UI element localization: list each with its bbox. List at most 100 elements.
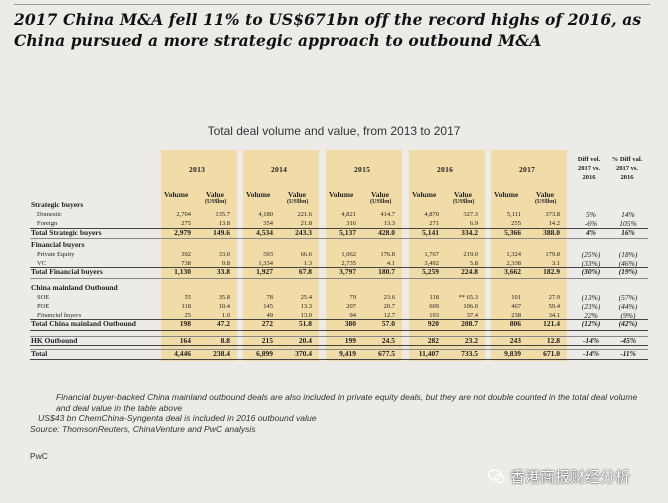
volume-cell: 55: [184, 294, 192, 301]
volume-cell: 392: [181, 251, 191, 258]
value-cell: 373.8: [545, 211, 560, 218]
volume-cell: 5,259: [422, 267, 439, 276]
volume-cell: 4,180: [258, 211, 273, 218]
value-cell: 3.1: [551, 260, 560, 267]
row-label: POE: [37, 303, 50, 310]
volume-cell: 215: [261, 336, 273, 345]
row-label: HK Outbound: [31, 336, 78, 345]
volume-cell: 5,137: [339, 228, 356, 237]
value-cell: 370.4: [295, 349, 312, 358]
row-label: Private Equity: [37, 251, 75, 258]
value-cell: ** 65.3: [458, 294, 479, 301]
diff-value-cell: (57%): [618, 293, 638, 302]
volume-cell: 467: [511, 303, 521, 310]
diff-volume-cell: (23%): [581, 302, 601, 311]
value-cell: 12.8: [546, 336, 560, 345]
value-cell: 238.4: [213, 349, 230, 358]
diff-value-cell: (19%): [618, 267, 638, 276]
volume-header: Volume: [246, 190, 271, 199]
diff-value-cell: (18%): [618, 250, 638, 259]
footnotes: Financial buyer-backed China mainland ou…: [30, 392, 640, 434]
watermark-text: 香港商报财经分析: [510, 468, 631, 486]
row-label: SOE: [37, 294, 50, 301]
diff-value-cell: (9%): [620, 311, 636, 320]
volume-cell: 3,492: [424, 260, 439, 267]
volume-cell: 5,111: [506, 211, 521, 218]
diff-volume-cell: -14%: [582, 349, 600, 358]
volume-cell: 5,366: [504, 228, 521, 237]
volume-cell: 9,839: [504, 349, 521, 358]
diff-value-cell: -45%: [619, 336, 637, 345]
volume-cell: 5,141: [422, 228, 439, 237]
value-cell: 243.3: [295, 228, 312, 237]
year-band-2013: [161, 150, 237, 361]
value-cell: 59.4: [548, 303, 560, 310]
footnote-source: Source: ThomsonReuters, ChinaVenture and…: [30, 423, 256, 434]
table-rule: [30, 359, 648, 360]
volume-cell: 243: [509, 336, 521, 345]
year-band-2015: [326, 150, 402, 361]
volume-cell: 4,870: [424, 211, 439, 218]
value-cell: 20.4: [298, 336, 312, 345]
row-label: Strategic buyers: [31, 200, 84, 209]
year-band-2016: [409, 150, 485, 361]
volume-cell: 4,821: [341, 211, 356, 218]
volume-cell: 738: [181, 260, 191, 267]
value-cell: 180.7: [378, 267, 395, 276]
table-rule: [30, 345, 648, 346]
diff-volume-cell: (33%): [581, 259, 601, 268]
diff-value-cell: 16%: [621, 228, 635, 237]
value-cell: 135.7: [215, 211, 230, 218]
volume-cell: 4,446: [174, 349, 191, 358]
value-cell: 33.0: [218, 251, 230, 258]
row-label: Financial buyers: [31, 240, 85, 249]
table-rule: [30, 228, 648, 229]
volume-cell: 1,130: [174, 267, 191, 276]
value-cell: 23.6: [383, 294, 395, 301]
value-cell: 224.8: [461, 267, 478, 276]
table-rule: [30, 278, 648, 279]
year-band-2014: [243, 150, 319, 361]
row-label: Total: [31, 349, 48, 358]
diff-volume-cell: (12%): [581, 319, 601, 328]
row-label: Total Strategic buyers: [31, 228, 102, 237]
value-cell: 106.0: [463, 303, 478, 310]
value-cell: 6.9: [469, 220, 478, 227]
table-title: Total deal volume and value, from 2013 t…: [207, 124, 461, 138]
value-cell: 47.2: [216, 319, 230, 328]
diff-value-cell: -11%: [620, 349, 636, 358]
value-header: Value: [454, 190, 473, 199]
value-cell: 327.3: [463, 211, 478, 218]
value-cell: 51.8: [298, 319, 312, 328]
volume-cell: 1,767: [424, 251, 439, 258]
volume-cell: 2,338: [506, 260, 521, 267]
volume-header: Volume: [494, 190, 519, 199]
volume-cell: 3,662: [504, 267, 521, 276]
year-header: 2015: [354, 165, 371, 174]
volume-cell: 78: [266, 294, 274, 301]
value-header: Value: [206, 190, 225, 199]
value-cell: 14.2: [548, 220, 560, 227]
diff-value-cell: 105%: [619, 219, 637, 228]
volume-header: Volume: [329, 190, 354, 199]
volume-cell: 164: [179, 336, 191, 345]
table-rule: [30, 330, 648, 331]
volume-cell: 806: [509, 319, 521, 328]
value-cell: 13.8: [218, 220, 230, 227]
volume-cell: 25: [184, 312, 192, 319]
volume-cell: 1,062: [341, 251, 356, 258]
diff-volume-cell: (25%): [581, 250, 601, 259]
unit-header: (US$bn): [453, 199, 475, 205]
diff-value-cell: (44%): [618, 302, 638, 311]
value-cell: 5.8: [469, 260, 478, 267]
diff-volume-cell: 5%: [586, 210, 596, 219]
value-cell: 334.2: [461, 228, 478, 237]
table-rule: [30, 319, 648, 320]
row-label: Foreign: [37, 220, 58, 227]
value-cell: 20.7: [383, 303, 395, 310]
headline-block: 2017 China M&A fell 11% to US$671bn off …: [14, 4, 650, 51]
row-label: China mainland Outbound: [31, 283, 118, 292]
value-cell: 176.8: [380, 251, 395, 258]
diff-volume-cell: 4%: [586, 228, 596, 237]
volume-cell: 920: [427, 319, 439, 328]
